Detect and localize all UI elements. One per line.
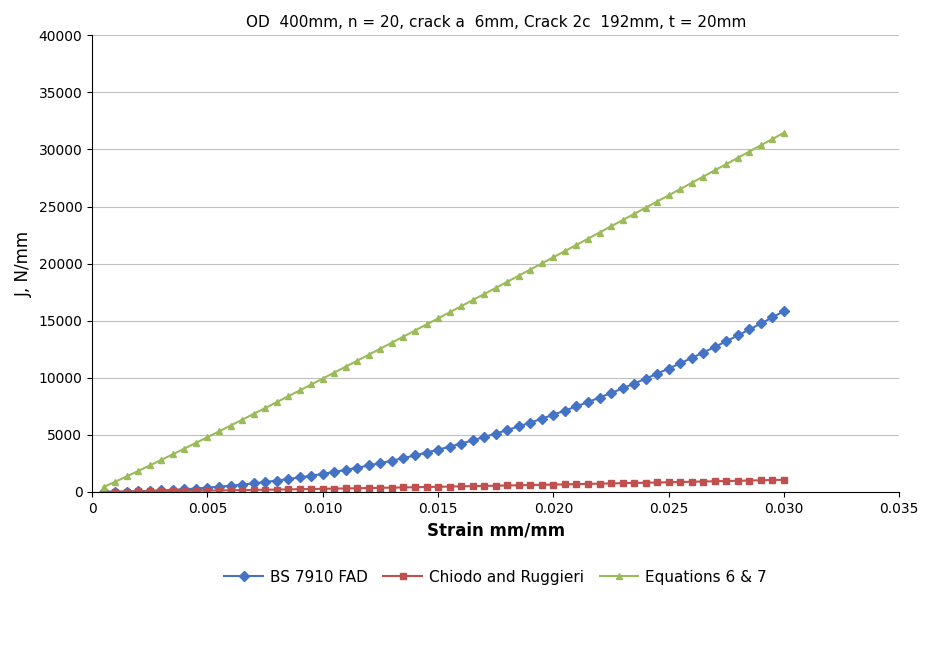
Chiodo and Ruggieri [213, 486, 224, 494]
Equations 6 & 7 [525, 265, 536, 273]
BS 7910 FAD [778, 307, 789, 315]
X-axis label: Strain mm/mm: Strain mm/mm [427, 521, 565, 539]
Chiodo and Ruggieri [294, 485, 305, 493]
BS 7910 FAD [318, 470, 329, 478]
Equations 6 & 7 [329, 369, 340, 377]
Chiodo and Ruggieri [778, 476, 789, 484]
Chiodo and Ruggieri [271, 486, 282, 494]
Line: Equations 6 & 7: Equations 6 & 7 [100, 129, 787, 490]
Chiodo and Ruggieri [318, 485, 329, 493]
Chiodo and Ruggieri [329, 485, 340, 493]
Line: BS 7910 FAD: BS 7910 FAD [100, 307, 787, 496]
Legend: BS 7910 FAD, Chiodo and Ruggieri, Equations 6 & 7: BS 7910 FAD, Chiodo and Ruggieri, Equati… [219, 564, 773, 591]
Chiodo and Ruggieri [98, 488, 109, 496]
Equations 6 & 7 [271, 398, 282, 406]
BS 7910 FAD [271, 477, 282, 485]
BS 7910 FAD [98, 488, 109, 496]
BS 7910 FAD [329, 468, 340, 476]
Title: OD  400mm, n = 20, crack a  6mm, Crack 2c  192mm, t = 20mm: OD 400mm, n = 20, crack a 6mm, Crack 2c … [246, 15, 746, 30]
Equations 6 & 7 [294, 386, 305, 394]
BS 7910 FAD [213, 483, 224, 491]
Equations 6 & 7 [318, 375, 329, 383]
Equations 6 & 7 [98, 483, 109, 491]
Y-axis label: J, N/mm: J, N/mm [15, 231, 33, 297]
Chiodo and Ruggieri [525, 481, 536, 489]
BS 7910 FAD [525, 419, 536, 427]
BS 7910 FAD [294, 474, 305, 482]
Equations 6 & 7 [778, 129, 789, 137]
Equations 6 & 7 [213, 428, 224, 436]
Line: Chiodo and Ruggieri: Chiodo and Ruggieri [100, 476, 787, 496]
